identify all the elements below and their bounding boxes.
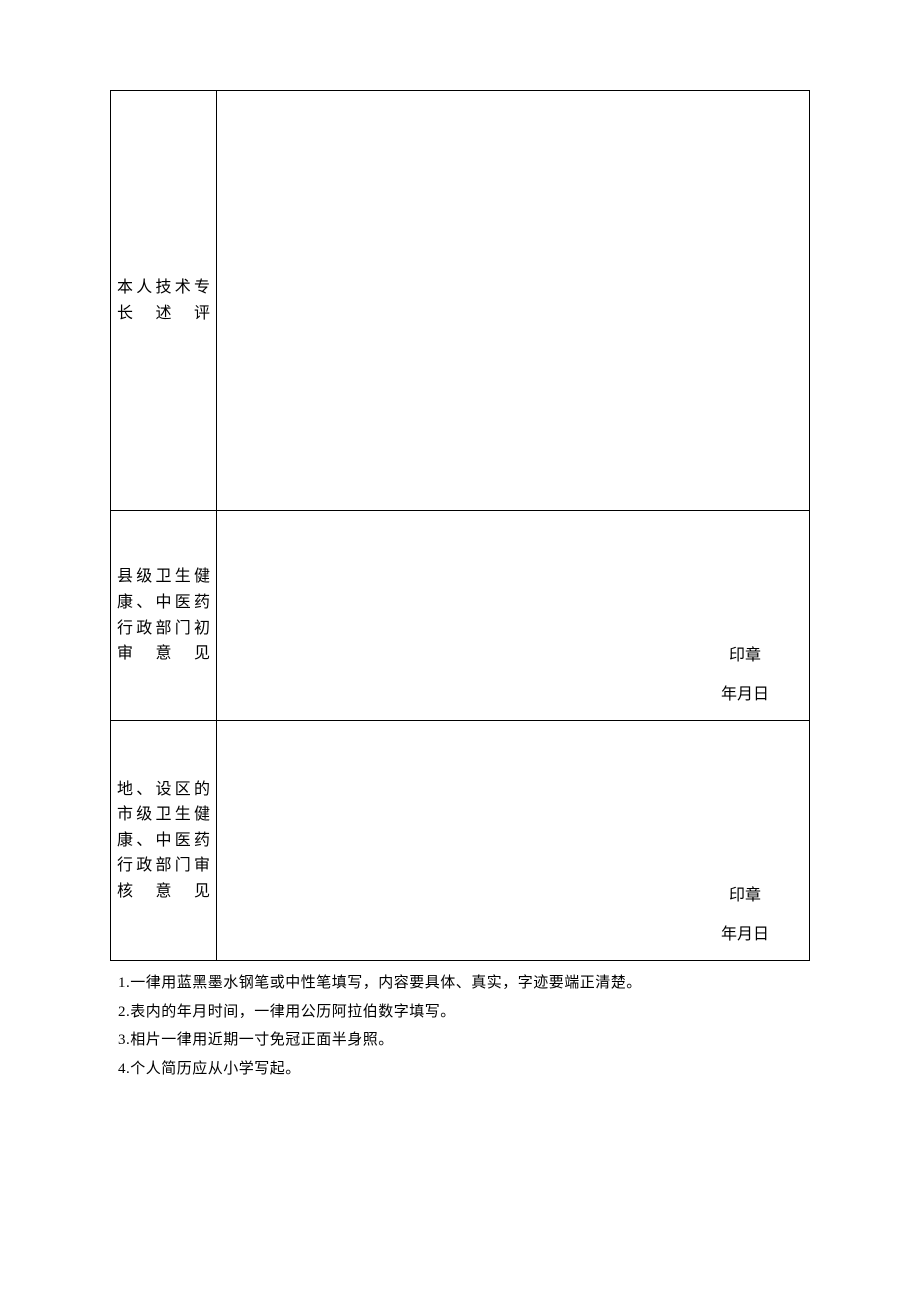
row-content-county-review: 印章 年月日 <box>217 511 810 721</box>
table-row: 地、设区的市级卫生健康、中医药行政部门审核意见 印章 年月日 <box>111 721 810 961</box>
row-content-city-review: 印章 年月日 <box>217 721 810 961</box>
form-notes: 1.一律用蓝黑墨水钢笔或中性笔填写，内容要具体、真实，字迹要端正清楚。 2.表内… <box>110 969 810 1083</box>
row-label-city-review: 地、设区的市级卫生健康、中医药行政部门审核意见 <box>111 721 217 961</box>
stamp-label: 印章 <box>721 637 769 675</box>
row-content-self-evaluation <box>217 91 810 511</box>
stamp-label: 印章 <box>721 877 769 915</box>
note-item: 3.相片一律用近期一寸免冠正面半身照。 <box>118 1026 810 1055</box>
stamp-block: 印章 年月日 <box>721 637 769 714</box>
table-row: 县级卫生健康、中医药行政部门初审意见 印章 年月日 <box>111 511 810 721</box>
stamp-block: 印章 年月日 <box>721 877 769 954</box>
row-label-self-evaluation: 本人技术专长述评 <box>111 91 217 511</box>
row-label-county-review: 县级卫生健康、中医药行政部门初审意见 <box>111 511 217 721</box>
date-label: 年月日 <box>721 916 769 954</box>
note-item: 2.表内的年月时间，一律用公历阿拉伯数字填写。 <box>118 998 810 1027</box>
approval-form-table: 本人技术专长述评 县级卫生健康、中医药行政部门初审意见 印章 年月日 地、设区的… <box>110 90 810 961</box>
table-row: 本人技术专长述评 <box>111 91 810 511</box>
note-item: 4.个人简历应从小学写起。 <box>118 1055 810 1084</box>
date-label: 年月日 <box>721 676 769 714</box>
note-item: 1.一律用蓝黑墨水钢笔或中性笔填写，内容要具体、真实，字迹要端正清楚。 <box>118 969 810 998</box>
